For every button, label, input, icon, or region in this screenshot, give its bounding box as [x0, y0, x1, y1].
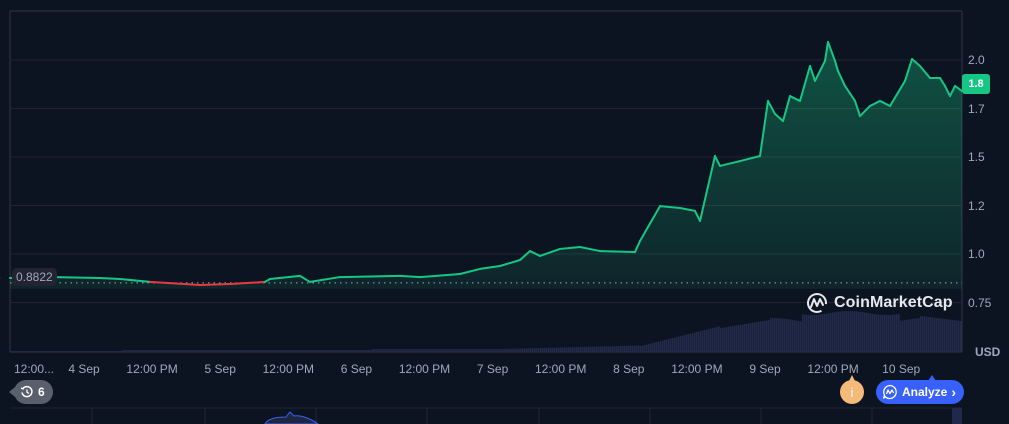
y-tick-label: 1.2 [968, 198, 985, 213]
y-tick-label: 2.0 [968, 53, 985, 67]
price-area-fill [10, 41, 962, 289]
x-tick-label: 7 Sep [476, 362, 509, 376]
navigator[interactable] [10, 407, 962, 424]
current-price-tag: 1.8 [962, 74, 990, 94]
x-tick-label: 12:00 PM [535, 362, 587, 376]
info-icon: i [850, 384, 854, 400]
x-tick-label: 4 Sep [68, 362, 100, 376]
history-events-badge[interactable]: 6 [9, 380, 53, 404]
x-tick-label: 5 Sep [204, 362, 236, 376]
x-tick-label: 12:00 PM [807, 362, 859, 376]
history-clock-icon [20, 385, 33, 398]
x-tick-label: 12:00 PM [126, 362, 178, 376]
chevron-right-icon: › [951, 384, 957, 400]
x-tick-label: 8 Sep [613, 362, 645, 376]
x-tick-label: 10 Sep [882, 362, 921, 376]
x-tick-label: 12:00 PM [262, 362, 314, 376]
x-tick-label: 12:00 PM [671, 362, 723, 376]
x-tick-label: 6 Sep [340, 362, 373, 376]
reference-price-tag: 0.8822 [12, 268, 57, 286]
analyze-button[interactable]: Analyze › [876, 375, 965, 404]
analyze-chat-icon [882, 384, 897, 400]
brand-name: CoinMarketCap [834, 294, 953, 311]
history-count: 6 [38, 385, 45, 399]
analyze-label: Analyze [902, 385, 948, 399]
y-tick-label: 0.75 [968, 295, 992, 310]
navigator-handle [952, 408, 962, 424]
coinmarketcap-watermark: CoinMarketCap [806, 292, 953, 314]
currency-label: USD [975, 345, 1001, 359]
volume-bars [10, 311, 962, 352]
navigator-series [264, 411, 319, 424]
y-tick-label: 1.5 [968, 150, 985, 164]
x-tick-label: 12:00 PM [398, 362, 451, 376]
y-tick-label: 1.7 [968, 101, 985, 116]
coinmarketcap-logo-icon [807, 293, 827, 313]
y-tick-label: 1.0 [968, 247, 985, 261]
info-marker[interactable]: i [840, 375, 864, 404]
x-tick-label: 12:00... [13, 362, 55, 376]
x-tick-label: 9 Sep [749, 362, 781, 376]
